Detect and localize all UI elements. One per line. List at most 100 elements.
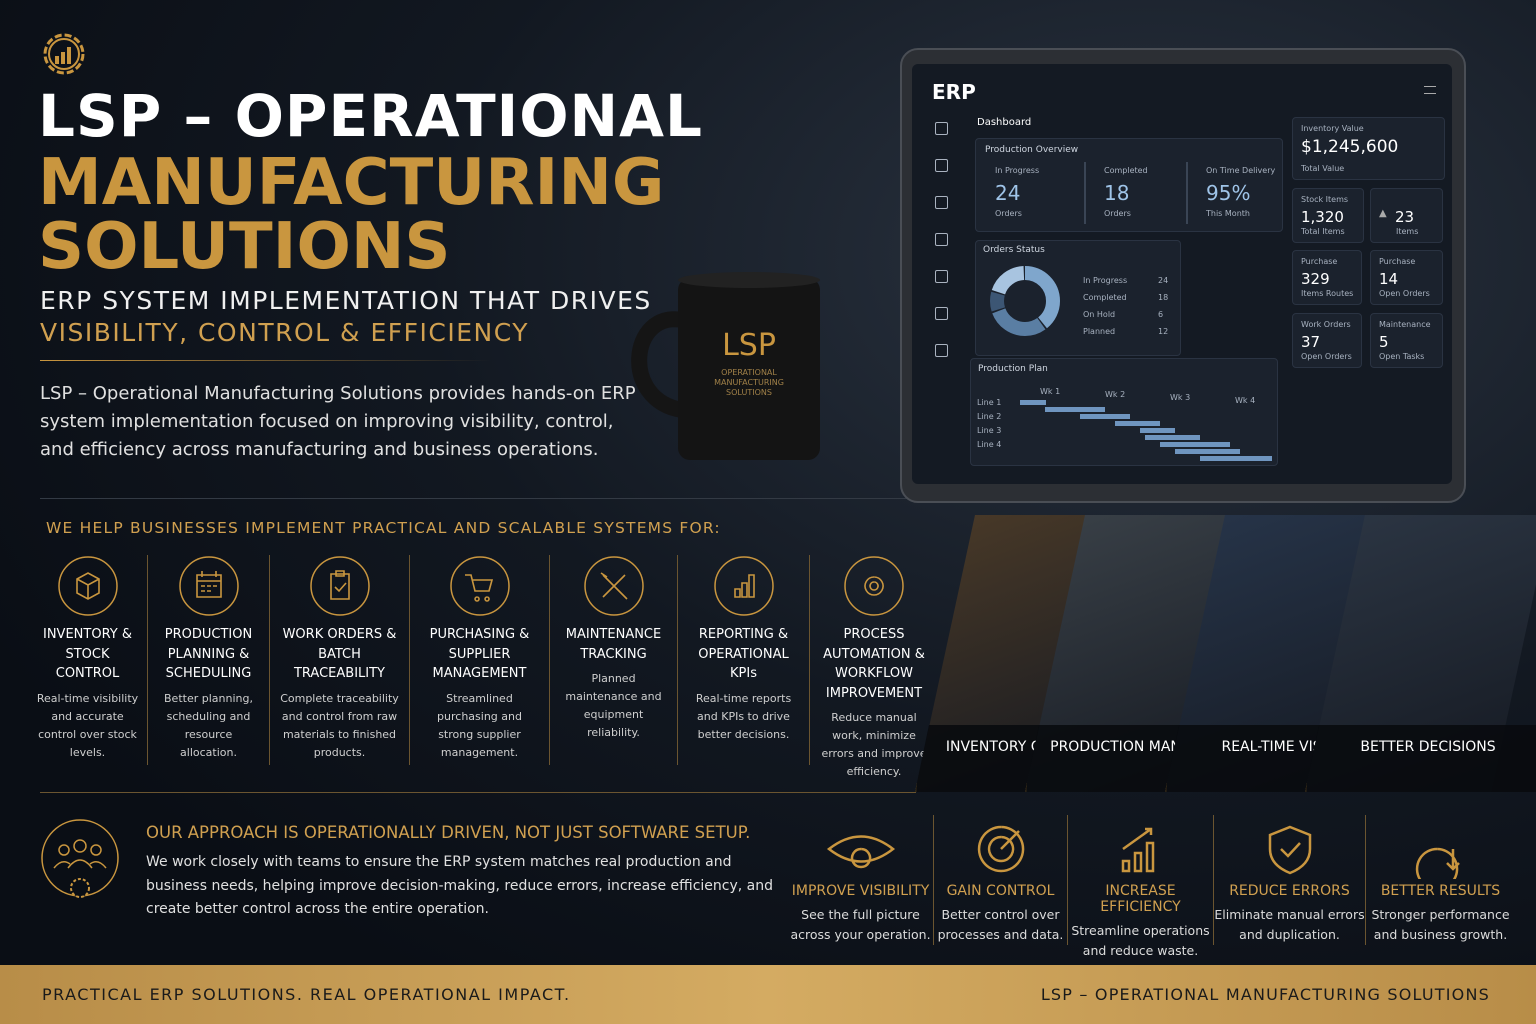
divider — [40, 498, 920, 499]
benefit-icon — [977, 825, 1024, 873]
icon-glyph — [733, 574, 755, 598]
icon-glyph — [977, 825, 1024, 873]
icon-glyph — [1415, 847, 1460, 879]
service-title: WORK ORDERS & BATCH TRACEABILITY — [282, 627, 397, 681]
benefit: INCREASE EFFICIENCY Streamline operations… — [1067, 815, 1213, 958]
mug — [631, 272, 820, 460]
donut-segment — [990, 266, 1060, 336]
plan-title: Production Plan — [978, 364, 1048, 374]
service-title: INVENTORY & STOCK CONTROL — [43, 627, 132, 681]
approach-heading: OUR APPROACH IS OPERATIONALLY DRIVEN, NO… — [146, 823, 751, 842]
gantt-bar — [1140, 428, 1175, 433]
kpi-label: Maintenance — [1379, 320, 1431, 329]
service-icon — [309, 556, 370, 616]
icon-glyph — [195, 571, 222, 598]
service-title: PURCHASING & SUPPLIER MANAGEMENT — [429, 627, 530, 681]
icon-ring — [57, 556, 118, 616]
kpi-icon: ▲ — [1379, 208, 1387, 219]
kpi-label: Purchase — [1379, 257, 1416, 266]
services-heading: WE HELP BUSINESSES IMPLEMENT PRACTICAL A… — [46, 519, 721, 537]
icon-glyph — [864, 576, 884, 596]
icon-glyph — [464, 574, 493, 602]
gantt-bar — [1115, 421, 1160, 426]
service: WORK ORDERS & BATCH TRACEABILITY Complete… — [270, 555, 410, 765]
kpi-sub: Open Orders — [1379, 289, 1430, 298]
icon-glyph — [1268, 825, 1311, 875]
title: LSP – OPERATIONAL — [38, 82, 703, 150]
kpi-value: 18 — [1104, 181, 1130, 205]
week-label: Wk 2 — [1105, 390, 1126, 399]
gantt-bar — [1045, 407, 1105, 412]
benefit-icon — [826, 835, 895, 869]
week-label: Wk 3 — [1170, 393, 1191, 402]
order-label: Planned — [1083, 327, 1116, 336]
kpi-sub: Open Tasks — [1379, 352, 1425, 361]
service: PRODUCTION PLANNING & SCHEDULING Better p… — [148, 555, 270, 765]
line-label: Line 2 — [977, 412, 1002, 421]
kpi-card — [1292, 188, 1364, 243]
sidebar-icon — [935, 196, 948, 209]
icon-ring — [178, 556, 239, 616]
gantt-bar — [1080, 414, 1130, 419]
donut-segment — [990, 266, 1060, 336]
kpi-card — [1292, 117, 1445, 180]
overview-title: Production Overview — [985, 145, 1079, 155]
icon-glyph — [329, 570, 350, 600]
order-label: Completed — [1083, 293, 1127, 302]
kpi-card — [1292, 250, 1362, 305]
separator — [1084, 162, 1086, 224]
service: INVENTORY & STOCK CONTROL Real-time visib… — [28, 555, 148, 765]
gantt-bar — [1160, 442, 1230, 447]
benefit-title: INCREASE EFFICIENCY — [1100, 883, 1181, 915]
sidebar-icon — [935, 307, 948, 320]
week-label: Wk 4 — [1235, 396, 1256, 405]
mug-text: OPERATIONAL MANUFACTURING SOLUTIONS — [714, 368, 784, 397]
mug-brand: LSP — [722, 328, 776, 363]
icon-ring — [583, 556, 644, 616]
kpi-label: Completed — [1104, 166, 1148, 175]
kpi-sub: Orders — [1104, 209, 1131, 218]
service-desc: Real-time visibility and accurate contro… — [36, 691, 139, 759]
kpi-value: 5 — [1379, 333, 1389, 351]
benefit: REDUCE ERRORS Eliminate manual errors and… — [1213, 815, 1365, 945]
service-icon — [713, 556, 774, 616]
service-icon — [844, 556, 904, 616]
icon-glyph — [600, 572, 628, 600]
benefit-desc: Eliminate manual errors and duplication. — [1214, 907, 1365, 942]
dashboard-logo: ERP — [932, 80, 976, 104]
line-label: Line 1 — [977, 398, 1002, 407]
service: REPORTING & OPERATIONAL KPIs Real-time re… — [678, 555, 810, 765]
service-icon — [57, 556, 118, 616]
benefit: IMPROVE VISIBILITY See the full picture a… — [788, 815, 933, 945]
description: LSP – Operational Manufacturing Solution… — [40, 383, 636, 460]
kpi-label: Purchase — [1301, 257, 1338, 266]
kpi-sub: Total Value — [1301, 164, 1345, 173]
kpi-label: On Time Delivery — [1206, 166, 1276, 175]
service-title: PROCESS AUTOMATION & WORKFLOW IMPROVEMEN… — [823, 627, 925, 701]
service-title: PRODUCTION PLANNING & SCHEDULING — [164, 627, 253, 681]
benefit-icon — [1268, 825, 1311, 875]
service: PURCHASING & SUPPLIER MANAGEMENT Streamli… — [410, 555, 550, 765]
order-label: On Hold — [1083, 310, 1116, 319]
kpi-label: In Progress — [995, 166, 1040, 175]
kpi-sub: This Month — [1206, 209, 1250, 218]
order-value: 18 — [1158, 293, 1169, 302]
kpi-value: 37 — [1301, 333, 1321, 351]
benefit-title: GAIN CONTROL — [946, 883, 1055, 899]
service-desc: Reduce manual work, minimize errors and … — [821, 711, 927, 778]
dashboard-section: Dashboard — [977, 117, 1032, 128]
service-title: MAINTENANCE TRACKING — [565, 627, 662, 662]
order-label: In Progress — [1083, 276, 1128, 285]
sidebar-icon — [935, 270, 948, 283]
order-value: 24 — [1158, 276, 1169, 285]
approach-icon — [41, 819, 119, 898]
kpi-value: 95% — [1206, 181, 1251, 205]
kpi-sub: Open Orders — [1301, 352, 1352, 361]
benefit-desc: Stronger performance and business growth… — [1371, 907, 1510, 942]
sidebar-icon — [935, 344, 948, 357]
plan-box — [970, 358, 1278, 466]
divider — [40, 360, 492, 361]
footer-right: LSP – OPERATIONAL MANUFACTURING SOLUTION… — [1040, 985, 1490, 1004]
icon-ring — [713, 556, 774, 616]
gantt-bar — [1020, 400, 1046, 405]
